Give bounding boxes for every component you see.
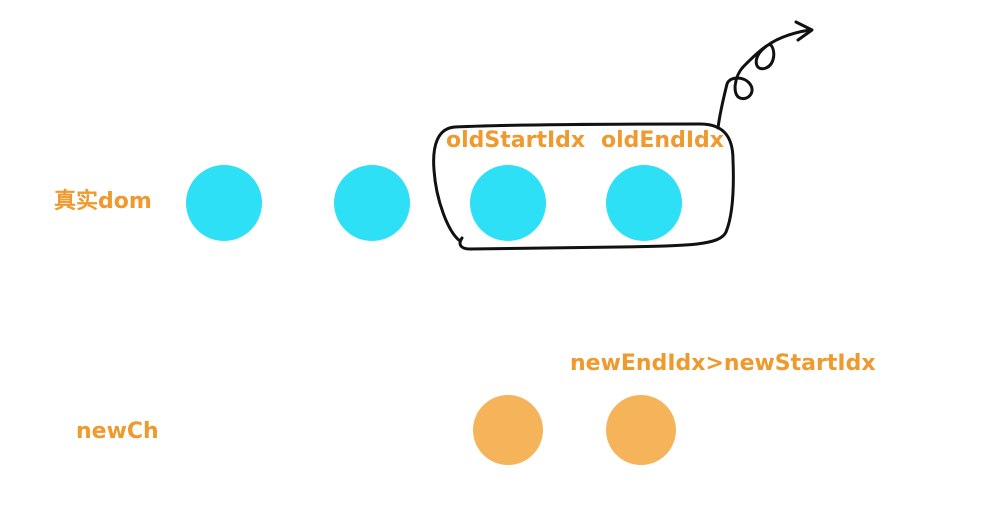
real-dom-node-3 <box>470 165 546 241</box>
newch-node-1 <box>473 395 543 465</box>
newch-node-2 <box>606 395 676 465</box>
newch-label: newCh <box>76 419 159 444</box>
old-end-idx-label: oldEndIdx <box>601 128 724 153</box>
real-dom-node-1 <box>186 165 262 241</box>
real-dom-node-2 <box>334 165 410 241</box>
removal-arrow <box>716 28 812 130</box>
old-start-idx-label: oldStartIdx <box>446 128 586 153</box>
new-range-label: newEndIdx>newStartIdx <box>570 351 876 376</box>
arrow-head <box>794 20 814 42</box>
real-dom-label: 真实dom <box>54 189 152 214</box>
real-dom-node-4 <box>606 165 682 241</box>
